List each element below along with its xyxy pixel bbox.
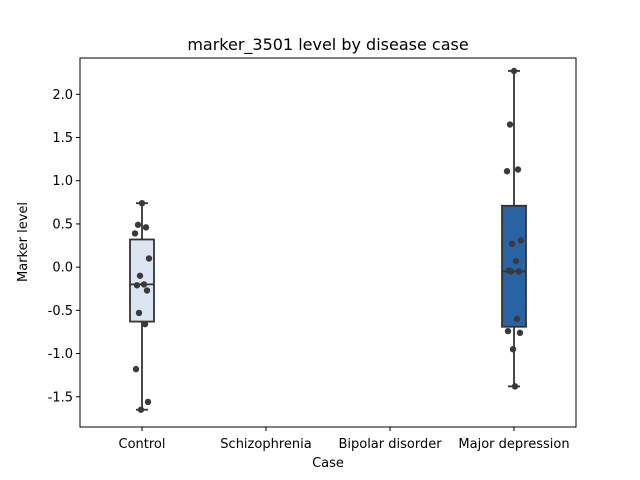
data-point <box>145 255 153 262</box>
data-point <box>131 230 139 237</box>
y-tick-label: -1.0 <box>48 347 73 362</box>
data-point <box>138 199 146 207</box>
y-tick-label: 0.0 <box>52 261 73 276</box>
data-point <box>133 282 141 289</box>
data-point <box>134 221 142 228</box>
y-tick-label: -1.5 <box>48 390 73 405</box>
data-point <box>508 240 516 247</box>
y-tick-label: 0.5 <box>52 217 73 232</box>
plot-area <box>79 57 577 428</box>
x-tick-label: Major depression <box>458 437 569 452</box>
data-point <box>135 309 143 317</box>
x-axis: Control Schizophrenia Bipolar disorder Majo… <box>119 427 570 452</box>
x-axis-title: Case <box>312 456 344 471</box>
data-point <box>136 272 144 279</box>
data-point <box>514 166 522 173</box>
data-point <box>507 268 515 275</box>
y-axis: -1.5 -1.0 -0.5 0.0 0.5 1.0 1.5 2.0 <box>48 88 80 405</box>
data-point <box>142 224 150 231</box>
points-layer <box>131 67 525 413</box>
data-point <box>517 237 525 244</box>
box-iqr <box>501 204 527 328</box>
data-point <box>511 383 519 390</box>
x-tick-label: Schizophrenia <box>220 437 311 452</box>
boxes-layer <box>129 70 527 411</box>
data-point <box>503 168 511 175</box>
data-point <box>140 281 148 288</box>
data-point <box>144 398 152 406</box>
y-tick-label: 1.0 <box>52 174 73 189</box>
y-tick-label: -0.5 <box>48 304 73 319</box>
data-point <box>512 257 520 265</box>
y-axis-title: Marker level <box>16 202 31 282</box>
data-point <box>515 268 523 275</box>
y-tick-label: 2.0 <box>52 88 73 103</box>
data-point <box>504 327 512 335</box>
data-point <box>510 67 518 75</box>
x-tick-label: Bipolar disorder <box>338 437 442 452</box>
data-point <box>509 346 517 353</box>
data-point <box>513 315 521 323</box>
x-tick-label: Control <box>119 437 166 452</box>
data-point <box>141 320 149 328</box>
data-point <box>506 121 514 128</box>
y-tick-label: 1.5 <box>52 131 73 146</box>
chart-title: marker_3501 level by disease case <box>187 35 468 55</box>
box-iqr <box>129 238 155 323</box>
data-point <box>143 287 151 294</box>
data-point <box>516 329 524 337</box>
data-point <box>132 365 140 373</box>
data-point <box>137 406 145 413</box>
